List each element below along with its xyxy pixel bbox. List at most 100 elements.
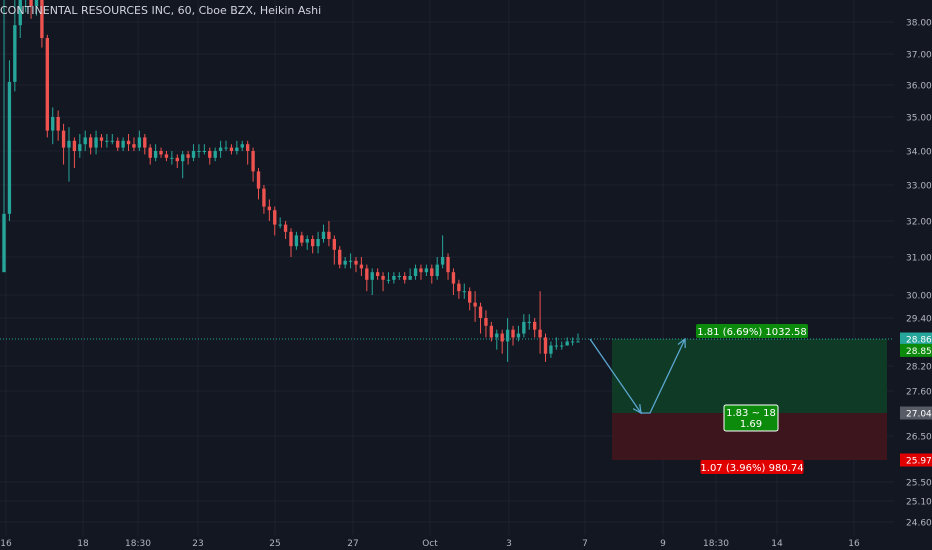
- candle[interactable]: [186, 151, 190, 165]
- candle[interactable]: [370, 268, 374, 295]
- candle[interactable]: [419, 264, 423, 280]
- price-axis[interactable]: 38.00 37.00 36.00 35.00 34.00 33.00 32.00 31.00…: [894, 0, 932, 550]
- candle[interactable]: [500, 329, 504, 354]
- candle[interactable]: [403, 272, 407, 284]
- candle[interactable]: [164, 151, 169, 162]
- candle[interactable]: [327, 221, 331, 247]
- candle[interactable]: [78, 134, 82, 158]
- candle[interactable]: [213, 147, 217, 162]
- candle[interactable]: [516, 325, 521, 342]
- projection-arrows[interactable]: [589, 337, 686, 415]
- candle[interactable]: [246, 140, 250, 165]
- candle[interactable]: [300, 231, 304, 247]
- candle[interactable]: [484, 310, 488, 338]
- candle[interactable]: [381, 272, 385, 292]
- candle[interactable]: [397, 272, 401, 280]
- candle[interactable]: [505, 318, 510, 362]
- candle[interactable]: [386, 272, 391, 284]
- candle[interactable]: [116, 137, 120, 151]
- candle[interactable]: [18, 0, 22, 38]
- candle[interactable]: [570, 337, 575, 346]
- candle[interactable]: [126, 134, 131, 151]
- time-axis[interactable]: 16 18 18:30 23 25 27 Oct 3 7 9 18:30 14 16: [0, 535, 932, 550]
- candle[interactable]: [29, 0, 33, 19]
- candle[interactable]: [468, 287, 472, 311]
- candle[interactable]: [175, 154, 179, 168]
- candle[interactable]: [533, 318, 537, 338]
- candle[interactable]: [202, 144, 207, 155]
- profit-zone[interactable]: [612, 339, 887, 413]
- candle[interactable]: [67, 127, 71, 182]
- candle[interactable]: [40, 0, 44, 48]
- candle[interactable]: [34, 0, 39, 16]
- candle[interactable]: [72, 137, 77, 168]
- candle[interactable]: [473, 291, 477, 322]
- candle[interactable]: [446, 253, 450, 280]
- candle[interactable]: [159, 147, 163, 158]
- candle[interactable]: [462, 283, 466, 299]
- candle[interactable]: [413, 264, 418, 280]
- candle[interactable]: [430, 264, 434, 284]
- candle[interactable]: [348, 253, 353, 269]
- candle[interactable]: [365, 264, 369, 292]
- candle[interactable]: [94, 130, 98, 155]
- candle[interactable]: [218, 140, 223, 158]
- candle[interactable]: [137, 130, 142, 151]
- candle[interactable]: [338, 246, 342, 269]
- candle[interactable]: [224, 140, 228, 151]
- candle[interactable]: [240, 140, 244, 151]
- candle[interactable]: [197, 144, 201, 158]
- candle[interactable]: [278, 217, 282, 229]
- candle[interactable]: [83, 130, 87, 151]
- candle[interactable]: [110, 134, 114, 145]
- candle[interactable]: [457, 279, 461, 299]
- candle[interactable]: [435, 257, 439, 280]
- candle[interactable]: [283, 221, 288, 239]
- candle[interactable]: [148, 144, 152, 165]
- candle[interactable]: [105, 134, 109, 148]
- candle[interactable]: [554, 337, 559, 350]
- candle[interactable]: [267, 199, 272, 221]
- candle[interactable]: [375, 268, 380, 280]
- candle[interactable]: [560, 341, 564, 350]
- candle[interactable]: [289, 228, 293, 257]
- candle[interactable]: [440, 235, 445, 269]
- candle[interactable]: [538, 291, 542, 354]
- candle[interactable]: [208, 147, 212, 165]
- candle[interactable]: [478, 302, 483, 334]
- candle[interactable]: [310, 235, 315, 254]
- candle[interactable]: [565, 337, 569, 346]
- candle[interactable]: [181, 151, 185, 179]
- candle[interactable]: [273, 206, 277, 236]
- candle[interactable]: [424, 264, 429, 276]
- candle[interactable]: [522, 314, 526, 338]
- ratio-label-box[interactable]: [723, 404, 779, 432]
- candle[interactable]: [170, 151, 174, 165]
- candle[interactable]: [229, 144, 234, 155]
- candle[interactable]: [576, 333, 580, 343]
- candle[interactable]: [256, 168, 261, 200]
- candle[interactable]: [153, 144, 158, 162]
- candle[interactable]: [408, 268, 412, 280]
- candle[interactable]: [121, 137, 125, 151]
- candle[interactable]: [305, 235, 309, 250]
- candle[interactable]: [13, 0, 17, 92]
- candle[interactable]: [45, 34, 49, 138]
- candle[interactable]: [489, 321, 494, 342]
- projection-path[interactable]: [589, 338, 686, 414]
- candle[interactable]: [251, 147, 255, 182]
- candle[interactable]: [24, 0, 27, 13]
- candle[interactable]: [99, 134, 104, 148]
- candle[interactable]: [88, 134, 93, 155]
- candle[interactable]: [235, 140, 239, 155]
- candle[interactable]: [392, 272, 396, 284]
- candle[interactable]: [495, 329, 499, 350]
- candle[interactable]: [359, 257, 364, 276]
- candle[interactable]: [321, 224, 326, 243]
- candle[interactable]: [143, 134, 147, 155]
- candle[interactable]: [354, 257, 358, 273]
- candle[interactable]: [451, 268, 456, 295]
- candle[interactable]: [332, 235, 336, 265]
- candle[interactable]: [61, 123, 66, 165]
